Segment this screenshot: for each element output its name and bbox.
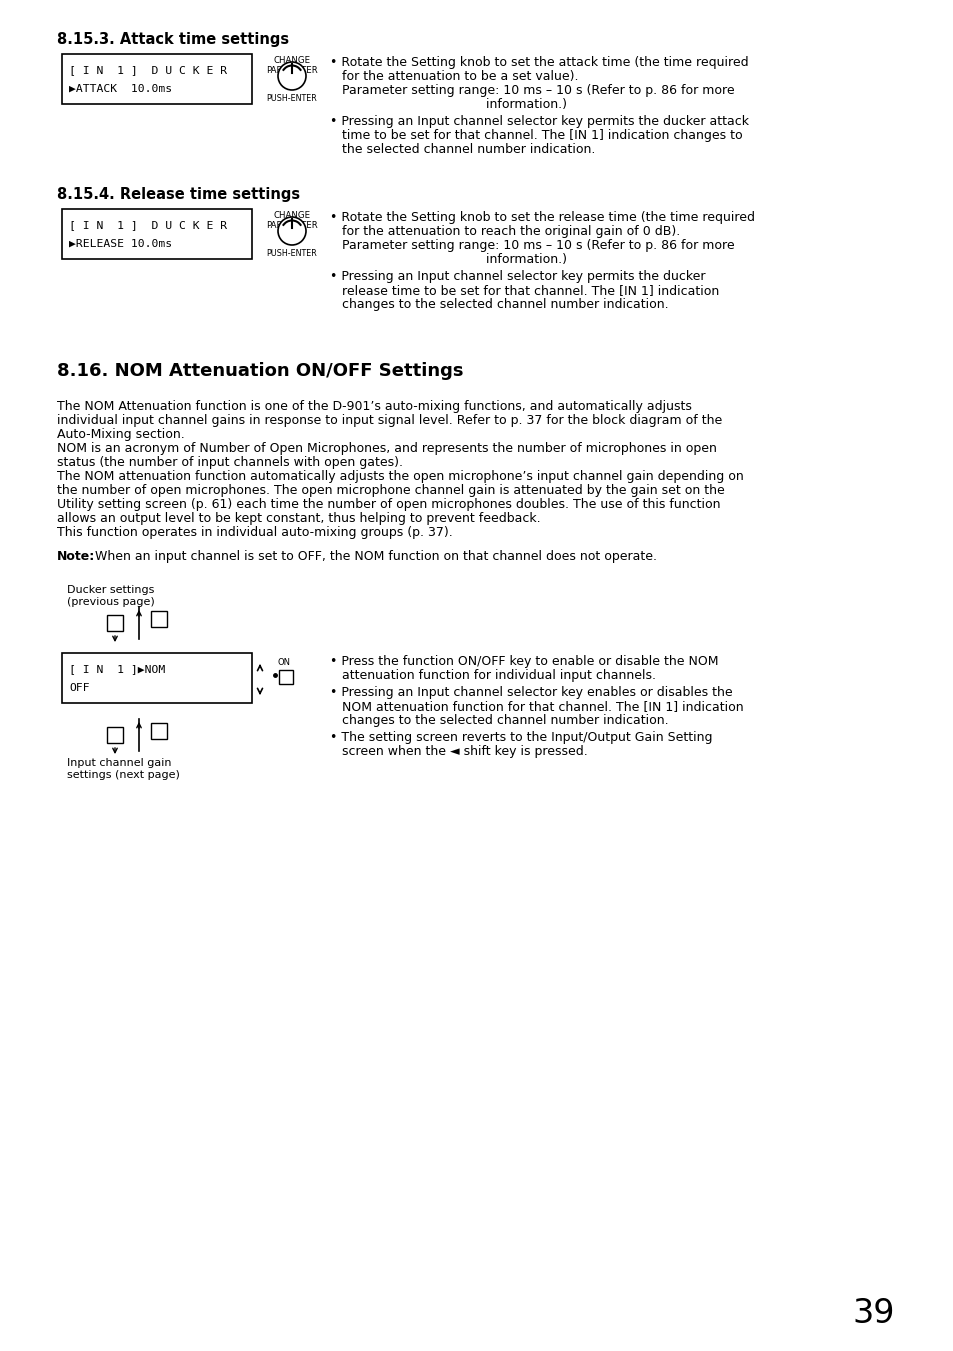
Text: status (the number of input channels with open gates).: status (the number of input channels wit… bbox=[57, 457, 402, 469]
Circle shape bbox=[277, 218, 306, 245]
Text: changes to the selected channel number indication.: changes to the selected channel number i… bbox=[330, 713, 668, 727]
Text: • Pressing an Input channel selector key enables or disables the: • Pressing an Input channel selector key… bbox=[330, 686, 732, 698]
Text: CHANGE
PARAMETER: CHANGE PARAMETER bbox=[266, 211, 317, 231]
Text: [ I N  1 ]  D U C K E R: [ I N 1 ] D U C K E R bbox=[69, 65, 227, 76]
Text: ON: ON bbox=[277, 658, 291, 667]
Text: Utility setting screen (p. 61) each time the number of open microphones doubles.: Utility setting screen (p. 61) each time… bbox=[57, 499, 720, 511]
Text: allows an output level to be kept constant, thus helping to prevent feedback.: allows an output level to be kept consta… bbox=[57, 512, 540, 526]
Text: Parameter setting range: 10 ms – 10 s (Refer to p. 86 for more: Parameter setting range: 10 ms – 10 s (R… bbox=[330, 84, 734, 97]
Text: This function operates in individual auto-mixing groups (p. 37).: This function operates in individual aut… bbox=[57, 526, 453, 539]
Text: for the attenuation to be a set value).: for the attenuation to be a set value). bbox=[330, 70, 578, 82]
Text: The NOM attenuation function automatically adjusts the open microphone’s input c: The NOM attenuation function automatical… bbox=[57, 470, 743, 484]
Circle shape bbox=[277, 62, 306, 91]
Text: OFF: OFF bbox=[69, 684, 90, 693]
Text: individual input channel gains in response to input signal level. Refer to p. 37: individual input channel gains in respon… bbox=[57, 413, 721, 427]
Text: • The setting screen reverts to the Input/Output Gain Setting: • The setting screen reverts to the Inpu… bbox=[330, 731, 712, 744]
Bar bbox=[107, 727, 123, 743]
Text: NOM attenuation function for that channel. The [IN 1] indication: NOM attenuation function for that channe… bbox=[330, 700, 742, 713]
Text: [ I N  1 ]▶NOM: [ I N 1 ]▶NOM bbox=[69, 665, 165, 674]
Text: Input channel gain
settings (next page): Input channel gain settings (next page) bbox=[67, 758, 180, 781]
Text: • Rotate the Setting knob to set the release time (the time required: • Rotate the Setting knob to set the rel… bbox=[330, 211, 754, 224]
Bar bbox=[62, 209, 252, 259]
Bar bbox=[278, 670, 293, 684]
Text: the number of open microphones. The open microphone channel gain is attenuated b: the number of open microphones. The open… bbox=[57, 484, 724, 497]
Text: screen when the ◄ shift key is pressed.: screen when the ◄ shift key is pressed. bbox=[330, 744, 587, 758]
Text: The NOM Attenuation function is one of the D-901’s auto-mixing functions, and au: The NOM Attenuation function is one of t… bbox=[57, 400, 691, 413]
Bar bbox=[151, 611, 167, 627]
Text: PUSH-ENTER: PUSH-ENTER bbox=[266, 95, 317, 103]
Text: Note:: Note: bbox=[57, 550, 95, 563]
Text: 39: 39 bbox=[852, 1297, 894, 1329]
Bar bbox=[62, 653, 252, 703]
Text: [ I N  1 ]  D U C K E R: [ I N 1 ] D U C K E R bbox=[69, 220, 227, 231]
Text: release time to be set for that channel. The [IN 1] indication: release time to be set for that channel.… bbox=[330, 284, 719, 297]
Text: NOM is an acronym of Number of Open Microphones, and represents the number of mi: NOM is an acronym of Number of Open Micr… bbox=[57, 442, 716, 455]
Bar bbox=[107, 615, 123, 631]
Text: When an input channel is set to OFF, the NOM function on that channel does not o: When an input channel is set to OFF, the… bbox=[91, 550, 657, 563]
Text: • Pressing an Input channel selector key permits the ducker attack: • Pressing an Input channel selector key… bbox=[330, 115, 748, 128]
Text: • Press the function ON/OFF key to enable or disable the NOM: • Press the function ON/OFF key to enabl… bbox=[330, 655, 718, 667]
Text: changes to the selected channel number indication.: changes to the selected channel number i… bbox=[330, 299, 668, 311]
Text: time to be set for that channel. The [IN 1] indication changes to: time to be set for that channel. The [IN… bbox=[330, 128, 741, 142]
Text: for the attenuation to reach the original gain of 0 dB).: for the attenuation to reach the origina… bbox=[330, 226, 679, 238]
Text: 8.15.4. Release time settings: 8.15.4. Release time settings bbox=[57, 186, 300, 203]
Bar bbox=[62, 54, 252, 104]
Text: information.): information.) bbox=[330, 99, 566, 111]
Text: • Pressing an Input channel selector key permits the ducker: • Pressing an Input channel selector key… bbox=[330, 270, 705, 282]
Text: Ducker settings
(previous page): Ducker settings (previous page) bbox=[67, 585, 154, 608]
Text: attenuation function for individual input channels.: attenuation function for individual inpu… bbox=[330, 669, 656, 682]
Text: Parameter setting range: 10 ms – 10 s (Refer to p. 86 for more: Parameter setting range: 10 ms – 10 s (R… bbox=[330, 239, 734, 253]
Text: information.): information.) bbox=[330, 253, 566, 266]
Text: ▶ATTACK  10.0ms: ▶ATTACK 10.0ms bbox=[69, 84, 172, 95]
Text: PUSH-ENTER: PUSH-ENTER bbox=[266, 249, 317, 258]
Text: 8.16. NOM Attenuation ON/OFF Settings: 8.16. NOM Attenuation ON/OFF Settings bbox=[57, 362, 463, 380]
Text: the selected channel number indication.: the selected channel number indication. bbox=[330, 143, 595, 155]
Text: Auto-Mixing section.: Auto-Mixing section. bbox=[57, 428, 185, 440]
Text: • Rotate the Setting knob to set the attack time (the time required: • Rotate the Setting knob to set the att… bbox=[330, 55, 748, 69]
Text: 8.15.3. Attack time settings: 8.15.3. Attack time settings bbox=[57, 32, 289, 47]
Bar bbox=[151, 723, 167, 739]
Text: CHANGE
PARAMETER: CHANGE PARAMETER bbox=[266, 55, 317, 76]
Text: ▶RELEASE 10.0ms: ▶RELEASE 10.0ms bbox=[69, 239, 172, 249]
